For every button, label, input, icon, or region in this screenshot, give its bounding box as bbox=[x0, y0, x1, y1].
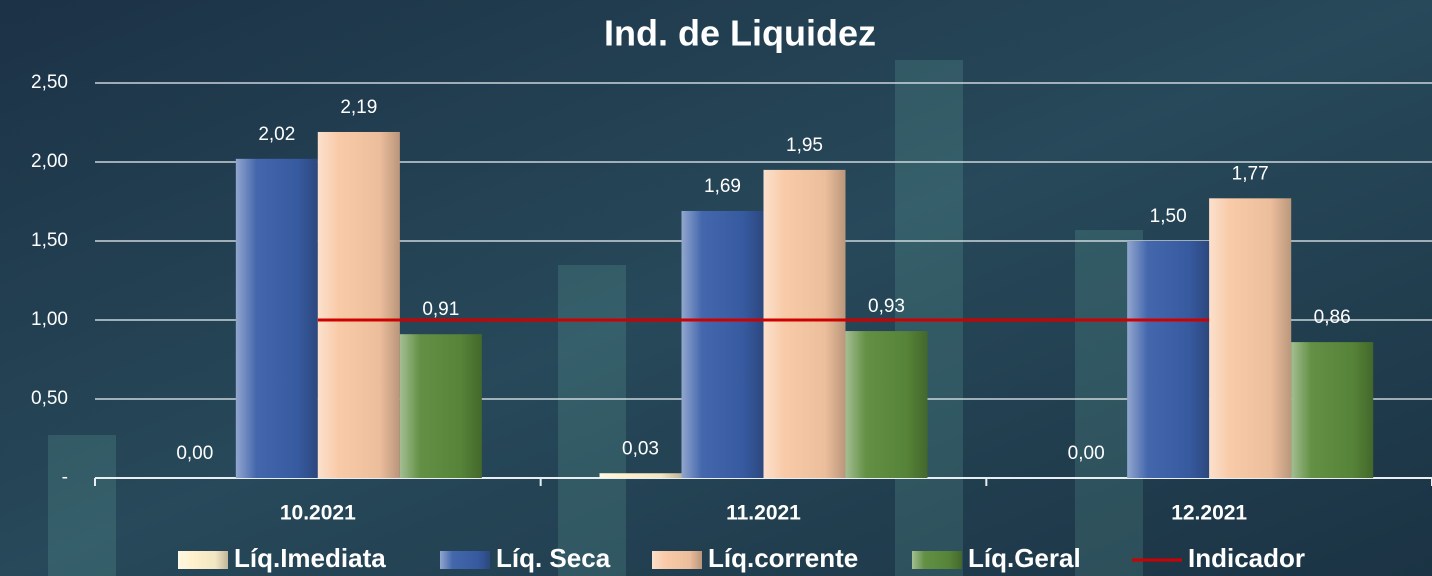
legend-label: Líq. Seca bbox=[496, 543, 611, 573]
bar-shine bbox=[1127, 241, 1210, 478]
x-tick-label: 12.2021 bbox=[1171, 502, 1247, 525]
bar-shine bbox=[317, 131, 400, 479]
legend-swatch-shine bbox=[440, 551, 490, 569]
x-tick-label: 11.2021 bbox=[726, 502, 801, 525]
data-label: 1,95 bbox=[786, 135, 823, 156]
bar-shine bbox=[763, 169, 846, 478]
data-label: 2,02 bbox=[258, 124, 295, 145]
bar-shine bbox=[399, 334, 482, 478]
data-label: 0,00 bbox=[176, 443, 213, 464]
y-tick-label: 1,00 bbox=[31, 309, 68, 330]
legend-label: Líq.Geral bbox=[968, 543, 1081, 573]
data-label: 0,86 bbox=[1314, 307, 1351, 328]
y-tick-label: 1,50 bbox=[31, 230, 68, 251]
data-label: 1,69 bbox=[704, 176, 741, 197]
legend-swatch-shine bbox=[912, 551, 962, 569]
data-label: 1,50 bbox=[1150, 206, 1187, 227]
bar-shine bbox=[1291, 342, 1374, 478]
chart-title: Ind. de Liquidez bbox=[604, 13, 876, 54]
data-label: 1,77 bbox=[1232, 163, 1269, 184]
bar-shine bbox=[681, 210, 764, 479]
bar-shine bbox=[235, 158, 318, 478]
legend-swatch-shine bbox=[652, 551, 702, 569]
x-tick-label: 10.2021 bbox=[280, 502, 356, 525]
y-tick-label: - bbox=[62, 467, 68, 488]
bar-shine bbox=[599, 473, 682, 478]
legend-label: Indicador bbox=[1188, 543, 1305, 573]
data-label: 0,91 bbox=[422, 299, 459, 320]
data-label: 0,93 bbox=[868, 296, 905, 317]
background-decoration bbox=[48, 60, 1143, 576]
y-tick-label: 0,50 bbox=[31, 388, 68, 409]
y-tick-label: 2,50 bbox=[31, 72, 68, 93]
legend-label: Líq.Imediata bbox=[234, 543, 386, 573]
legend-label: Líq.corrente bbox=[708, 543, 858, 573]
bar-shine bbox=[845, 331, 928, 478]
legend-swatch-shine bbox=[178, 551, 228, 569]
data-label: 0,03 bbox=[622, 438, 659, 459]
data-label: 2,19 bbox=[340, 97, 377, 118]
y-tick-label: 2,00 bbox=[31, 151, 68, 172]
bar-shine bbox=[1209, 198, 1292, 478]
data-label: 0,00 bbox=[1068, 443, 1105, 464]
